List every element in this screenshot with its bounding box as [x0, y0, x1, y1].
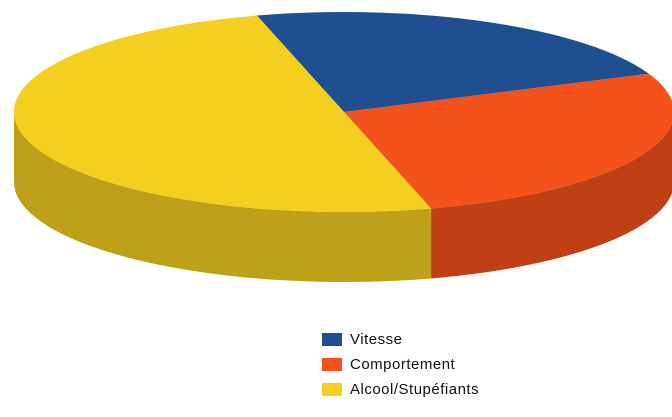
pie-top — [13, 12, 672, 213]
legend: Vitesse Comportement Alcool/Stupéfiants — [322, 330, 479, 399]
legend-item-comportement: Comportement — [322, 355, 479, 374]
legend-swatch-vitesse — [322, 333, 342, 346]
legend-swatch-alcool-stupefiants — [322, 383, 342, 396]
pie-sides — [14, 112, 672, 282]
legend-swatch-comportement — [322, 358, 342, 371]
legend-item-vitesse: Vitesse — [322, 330, 479, 349]
legend-item-alcool-stupefiants: Alcool/Stupéfiants — [322, 380, 479, 399]
pie-side-comportement — [431, 122, 672, 279]
legend-label-alcool-stupefiants: Alcool/Stupéfiants — [350, 381, 480, 398]
legend-label-comportement: Comportement — [350, 356, 456, 373]
pie-slice-alcool-stupefiants — [13, 15, 432, 213]
legend-label-vitesse: Vitesse — [350, 331, 403, 348]
pie-slice-vitesse — [256, 12, 649, 112]
pie-slice-comportement — [344, 73, 672, 209]
pie-side-alcool-stupefiants — [14, 112, 432, 282]
